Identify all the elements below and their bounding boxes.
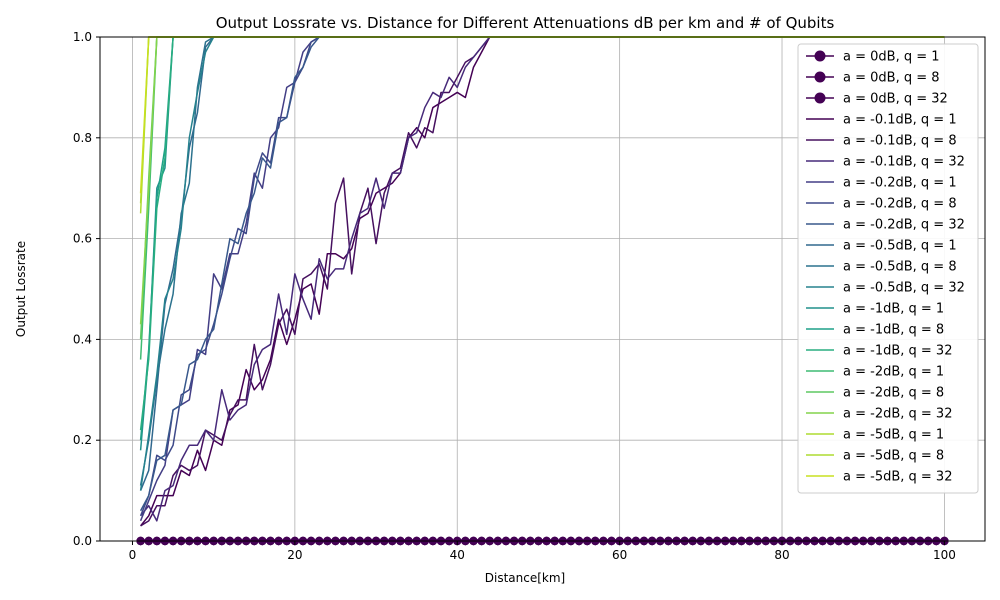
legend-label: a = -1dB, q = 32 <box>843 344 952 359</box>
legend-marker <box>814 92 826 104</box>
legend-label: a = -1dB, q = 8 <box>843 323 944 338</box>
legend-entry: a = 0dB, q = 8 <box>806 71 940 86</box>
x-tick-label: 60 <box>612 548 627 562</box>
legend-entry: a = -1dB, q = 8 <box>806 323 944 338</box>
legend-entry: a = -5dB, q = 1 <box>806 428 944 443</box>
legend-entry: a = -2dB, q = 8 <box>806 386 944 401</box>
legend-label: a = -5dB, q = 8 <box>843 449 944 464</box>
series-line-7 <box>139 36 945 517</box>
legend-entry: a = -5dB, q = 8 <box>806 449 944 464</box>
y-axis-ticks: 0.0 0.2 0.4 0.6 0.8 1.0 <box>73 30 100 548</box>
legend-label: a = -2dB, q = 1 <box>843 365 944 380</box>
chart-title: Output Lossrate vs. Distance for Differe… <box>216 14 835 32</box>
y-tick-label: 0.2 <box>73 433 92 447</box>
y-tick-label: 1.0 <box>73 30 92 44</box>
legend-label: a = -0.1dB, q = 1 <box>843 113 957 128</box>
y-tick-label: 0.0 <box>73 534 92 548</box>
legend-entry: a = -1dB, q = 32 <box>806 344 952 359</box>
legend-frame <box>797 43 979 494</box>
x-tick-label: 20 <box>287 548 302 562</box>
legend-entry: a = -2dB, q = 32 <box>806 407 952 422</box>
plot-frame <box>99 36 986 542</box>
legend-label: a = -0.5dB, q = 1 <box>843 239 957 254</box>
y-tick-label: 0.6 <box>73 232 92 246</box>
legend-label: a = -5dB, q = 1 <box>843 428 944 443</box>
legend-entry: a = 0dB, q = 32 <box>806 92 948 107</box>
legend-entry: a = -0.2dB, q = 32 <box>806 218 965 233</box>
x-axis-label: Distance[km] <box>485 571 565 585</box>
legend-label: a = -1dB, q = 1 <box>843 302 944 317</box>
x-tick-label: 80 <box>774 548 789 562</box>
series-line-11 <box>139 36 945 491</box>
legend-label: a = -0.1dB, q = 32 <box>843 155 965 170</box>
legend-marker <box>814 50 826 62</box>
y-tick-label: 0.8 <box>73 131 92 145</box>
legend-label: a = 0dB, q = 32 <box>843 92 948 107</box>
legend-label: a = -5dB, q = 32 <box>843 470 952 485</box>
legend-label: a = -2dB, q = 32 <box>843 407 952 422</box>
x-tick-label: 0 <box>129 548 137 562</box>
legend-entry: a = -0.5dB, q = 8 <box>806 260 957 275</box>
legend-entry: a = -0.1dB, q = 1 <box>806 113 957 128</box>
legend-label: a = -0.5dB, q = 8 <box>843 260 957 275</box>
legend-entry: a = -2dB, q = 1 <box>806 365 944 380</box>
legend-label: a = 0dB, q = 8 <box>843 71 940 86</box>
legend-entry: a = -0.5dB, q = 1 <box>806 239 957 254</box>
legend-label: a = -0.2dB, q = 1 <box>843 176 957 191</box>
legend-entry: a = -0.2dB, q = 8 <box>806 197 957 212</box>
legend-marker <box>814 71 826 83</box>
legend-label: a = -2dB, q = 8 <box>843 386 944 401</box>
legend-label: a = -0.1dB, q = 8 <box>843 134 957 149</box>
x-axis-ticks: 0 20 40 60 80 100 <box>129 541 956 562</box>
legend-entry: a = -5dB, q = 32 <box>806 470 952 485</box>
legend-entry: a = -0.2dB, q = 1 <box>806 176 957 191</box>
legend-label: a = -0.2dB, q = 8 <box>843 197 957 212</box>
x-tick-label: 40 <box>450 548 465 562</box>
legend: a = 0dB, q = 1 a = 0dB, q = 8 a = 0dB, q =… <box>797 43 979 494</box>
legend-entry: a = -0.1dB, q = 8 <box>806 134 957 149</box>
legend-entry: a = 0dB, q = 1 <box>806 50 940 65</box>
x-tick-label: 100 <box>933 548 956 562</box>
legend-entry: a = -1dB, q = 1 <box>806 302 944 317</box>
legend-entry: a = -0.5dB, q = 32 <box>806 281 965 296</box>
legend-label: a = -0.2dB, q = 32 <box>843 218 965 233</box>
y-tick-label: 0.4 <box>73 332 92 346</box>
series-line-5 <box>140 36 945 522</box>
series-line-8 <box>139 36 945 512</box>
y-axis-label: Output Lossrate <box>14 241 28 337</box>
legend-entry: a = -0.1dB, q = 32 <box>806 155 965 170</box>
legend-label: a = 0dB, q = 1 <box>843 50 940 65</box>
legend-label: a = -0.5dB, q = 32 <box>843 281 965 296</box>
